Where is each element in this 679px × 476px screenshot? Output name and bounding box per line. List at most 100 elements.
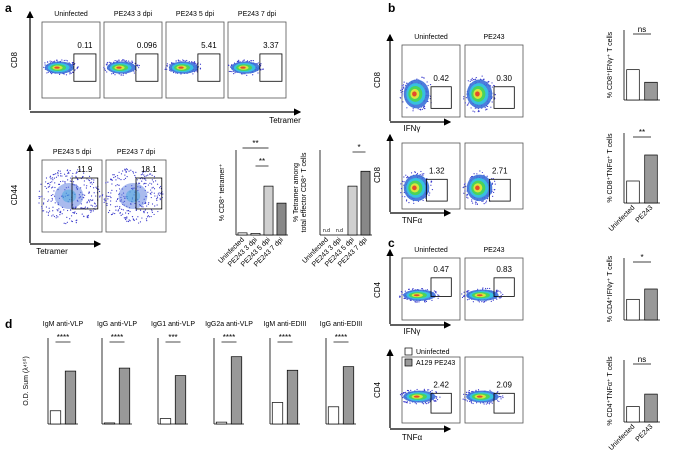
event-dot bbox=[405, 84, 407, 86]
event-dot bbox=[463, 186, 465, 188]
event-dot bbox=[471, 199, 473, 201]
event-dot bbox=[115, 185, 117, 187]
event-dot bbox=[491, 82, 493, 84]
event-dot bbox=[481, 171, 483, 174]
event-dot bbox=[199, 63, 202, 65]
event-dot bbox=[76, 178, 79, 180]
bar bbox=[250, 233, 261, 236]
event-dot bbox=[153, 188, 156, 190]
event-dot bbox=[464, 182, 466, 185]
event-dot bbox=[477, 389, 480, 391]
event-dot bbox=[491, 402, 493, 404]
event-dot bbox=[242, 73, 244, 75]
event-dot bbox=[467, 291, 469, 293]
event-dot bbox=[41, 195, 43, 197]
gate-value: 0.11 bbox=[77, 41, 93, 50]
event-dot bbox=[475, 402, 478, 404]
event-dot bbox=[47, 183, 49, 185]
event-dot bbox=[404, 196, 406, 198]
event-dot bbox=[110, 178, 112, 180]
event-dot bbox=[138, 222, 140, 224]
event-dot bbox=[70, 220, 73, 222]
bar bbox=[347, 185, 358, 236]
event-dot bbox=[494, 183, 496, 185]
event-dot bbox=[464, 399, 466, 401]
event-dot bbox=[410, 389, 412, 391]
event-dot bbox=[140, 174, 142, 176]
event-dot bbox=[89, 209, 91, 212]
event-dot bbox=[74, 211, 76, 213]
bar bbox=[103, 422, 116, 425]
event-dot bbox=[499, 290, 501, 292]
event-dot bbox=[141, 180, 143, 182]
bar bbox=[237, 232, 248, 236]
event-dot bbox=[426, 389, 429, 391]
event-dot bbox=[236, 61, 239, 63]
gate-value: 5.41 bbox=[201, 41, 217, 50]
event-dot bbox=[75, 172, 77, 174]
event-dot bbox=[127, 213, 130, 215]
event-dot bbox=[183, 60, 185, 62]
event-dot bbox=[182, 59, 184, 61]
event-dot bbox=[151, 211, 154, 214]
event-dot bbox=[135, 218, 138, 220]
panel-label: d bbox=[5, 317, 12, 331]
event-dot bbox=[402, 91, 404, 93]
event-dot bbox=[124, 217, 127, 219]
event-dot bbox=[412, 110, 414, 112]
event-dot bbox=[107, 191, 110, 194]
event-dot bbox=[150, 173, 152, 175]
plot-title: PE243 bbox=[483, 34, 504, 41]
event-dot bbox=[158, 192, 160, 194]
event-dot bbox=[166, 68, 168, 70]
y-axis-label: % CD8⁺IFNγ⁺ T cells bbox=[607, 31, 614, 98]
density bbox=[475, 185, 480, 191]
density bbox=[413, 395, 420, 398]
y-axis-label: CD4 bbox=[373, 381, 382, 398]
event-dot bbox=[38, 196, 40, 198]
event-dot bbox=[147, 203, 149, 205]
event-dot bbox=[124, 177, 127, 179]
event-dot bbox=[482, 78, 485, 80]
event-dot bbox=[107, 195, 109, 198]
chart-title: IgG anti-VLP bbox=[97, 321, 137, 328]
event-dot bbox=[490, 401, 492, 403]
event-dot bbox=[117, 209, 120, 211]
event-dot bbox=[53, 215, 56, 218]
event-dot bbox=[493, 191, 495, 194]
event-dot bbox=[494, 97, 496, 99]
event-dot bbox=[117, 210, 119, 212]
x-axis-label: TNFα bbox=[402, 433, 423, 442]
event-dot bbox=[132, 218, 134, 220]
bar bbox=[360, 170, 371, 236]
event-dot bbox=[463, 393, 465, 395]
event-dot bbox=[118, 184, 120, 187]
event-dot bbox=[91, 205, 94, 207]
event-dot bbox=[138, 182, 140, 184]
event-dot bbox=[115, 209, 117, 211]
density bbox=[240, 66, 246, 69]
event-dot bbox=[228, 64, 230, 67]
sig-label: *** bbox=[168, 333, 177, 342]
event-dot bbox=[142, 170, 144, 172]
legend-label: A129 PE243 bbox=[416, 360, 455, 367]
event-dot bbox=[172, 71, 175, 74]
event-dot bbox=[477, 300, 479, 302]
event-dot bbox=[40, 183, 42, 185]
event-dot bbox=[132, 172, 135, 174]
event-dot bbox=[496, 391, 498, 394]
event-dot bbox=[127, 210, 130, 212]
event-dot bbox=[491, 86, 493, 88]
plot-title: PE243 bbox=[483, 247, 504, 254]
sig-label: **** bbox=[279, 333, 291, 342]
event-dot bbox=[434, 291, 437, 293]
y-axis-label: % CD4⁺TNFα⁺ T cells bbox=[607, 356, 614, 426]
event-dot bbox=[260, 64, 262, 66]
event-dot bbox=[403, 86, 405, 88]
event-dot bbox=[483, 301, 485, 303]
event-dot bbox=[431, 299, 433, 301]
panel-label: b bbox=[388, 1, 395, 15]
event-dot bbox=[479, 170, 481, 172]
event-dot bbox=[424, 389, 426, 392]
gate-value: 2.42 bbox=[433, 380, 449, 389]
